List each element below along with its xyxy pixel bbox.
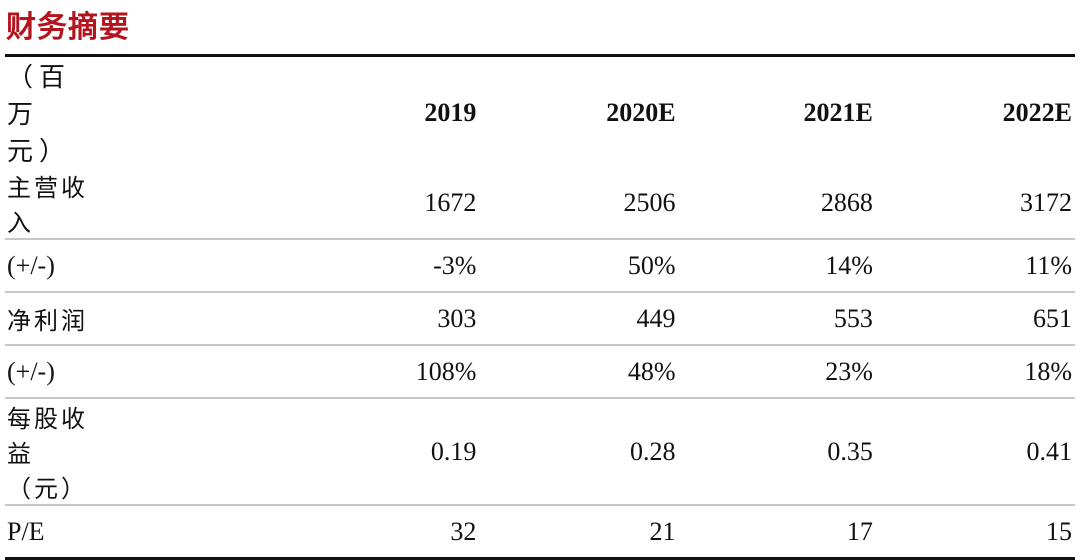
table-cell: 17 (846, 516, 873, 546)
table-row: (+/-) -3% 50% 14% 11% (5, 239, 1075, 293)
table-cell: -3% (88, 239, 477, 293)
table-cell: 32 (450, 516, 477, 546)
table-cell: 21 (649, 516, 676, 546)
column-header: 2020E (606, 97, 676, 127)
table-cell: 18% (872, 345, 1075, 399)
table-cell: 3172 (872, 168, 1075, 240)
table-cell: 0.28 (476, 398, 676, 506)
table-cell: 23% (675, 345, 873, 399)
table-row: 净利润 303 449 553 651 (5, 292, 1075, 346)
table-cell: 449 (476, 292, 676, 346)
table-cell: 48% (476, 345, 676, 399)
table-cell: 2506 (476, 168, 676, 240)
table-cell: 14% (675, 239, 873, 293)
row-label: 主营收入 (5, 168, 88, 240)
row-label: (+/-) (5, 239, 88, 293)
row-label: 净利润 (5, 292, 88, 346)
column-header: 2021E (803, 97, 873, 127)
financial-summary-table: （百万元） 2019 2020E 2021E 2022E 主营收入 1672 250… (5, 54, 1075, 560)
row-label: (+/-) (5, 345, 88, 399)
table-row: P/E 32 21 17 15 (5, 505, 1075, 559)
column-header: 2019 (424, 97, 477, 127)
table-cell: 0.41 (872, 398, 1075, 506)
table-cell: 108% (88, 345, 477, 399)
table-row: 主营收入 1672 2506 2868 3172 (5, 168, 1075, 240)
table-cell: 50% (476, 239, 676, 293)
table-cell: 303 (88, 292, 477, 346)
table-cell: 11% (872, 239, 1075, 293)
table-cell: 0.35 (675, 398, 873, 506)
table-cell: 15 (1046, 516, 1072, 546)
page-title: 财务摘要 (6, 10, 130, 45)
table-row: (+/-) 108% 48% 23% 18% (5, 345, 1075, 399)
row-label: 每股收益（元） (5, 398, 88, 506)
table-header-row: （百万元） 2019 2020E 2021E 2022E (5, 56, 1075, 169)
table-cell: 0.19 (88, 398, 477, 506)
row-label: P/E (7, 516, 45, 546)
table-cell: 553 (675, 292, 873, 346)
column-header: 2022E (1002, 97, 1072, 127)
table-row: 每股收益（元） 0.19 0.28 0.35 0.41 (5, 398, 1075, 506)
table-cell: 1672 (88, 168, 477, 240)
table-cell: 651 (872, 292, 1075, 346)
unit-label: （百万元） (7, 63, 72, 167)
table-cell: 2868 (675, 168, 873, 240)
